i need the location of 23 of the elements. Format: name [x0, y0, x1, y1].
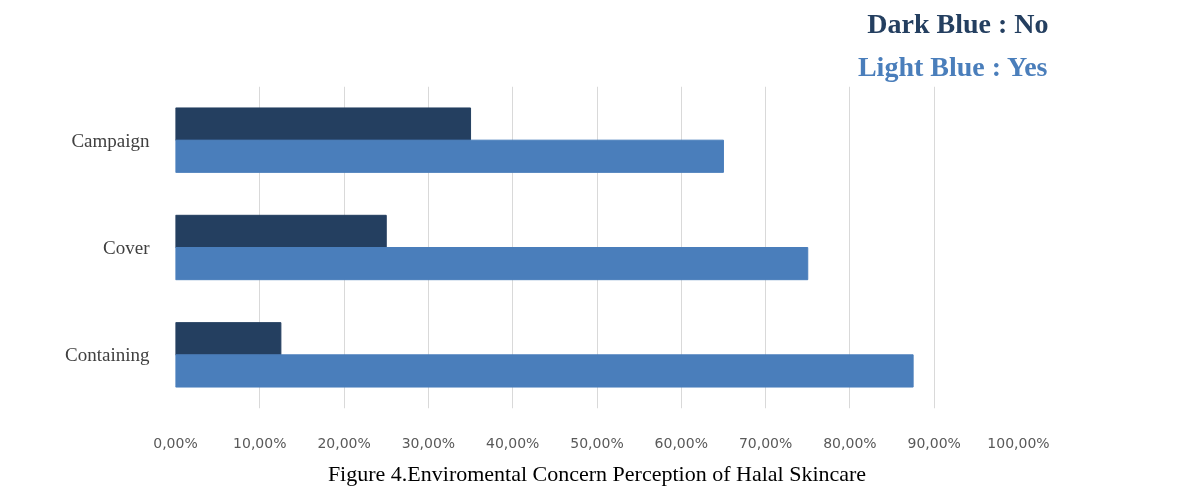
- x-tick-label: 20,00%: [317, 434, 371, 451]
- x-tick-label: 70,00%: [738, 434, 793, 451]
- bar: [175, 107, 472, 141]
- bar: [175, 214, 387, 248]
- y-tick-label: Containing: [65, 344, 150, 366]
- x-tick-label: 50,00%: [570, 434, 624, 451]
- bar: [175, 322, 282, 356]
- caption: Figure 4.Enviromental Concern Perception of Halal Skincare: [327, 460, 867, 486]
- text: Dark Blue : No: [867, 7, 1049, 39]
- x-tick-label: 30,00%: [401, 434, 456, 451]
- x-tick-label: 10,00%: [233, 434, 287, 451]
- x-tick-label: 0,00%: [153, 434, 198, 451]
- x-tick-label: 90,00%: [907, 434, 961, 451]
- y-tick-label: Campaign: [71, 129, 150, 151]
- bar: [175, 139, 724, 173]
- x-tick-label: 100,00%: [987, 434, 1050, 451]
- x-tick-label: 40,00%: [486, 434, 540, 451]
- x-tick-label: 60,00%: [654, 434, 708, 451]
- bar: [175, 247, 809, 281]
- text: Light Blue : Yes: [857, 50, 1048, 82]
- y-tick-label: Cover: [103, 237, 151, 258]
- bar: [175, 354, 914, 388]
- x-tick-label: 80,00%: [823, 434, 877, 451]
